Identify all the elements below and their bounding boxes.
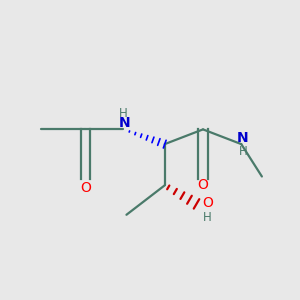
Text: H: H [118,107,127,120]
Text: N: N [237,130,249,145]
Text: O: O [80,181,91,195]
Text: N: N [119,116,131,130]
Text: H: H [203,211,212,224]
Text: H: H [238,145,247,158]
Text: O: O [202,196,213,210]
Text: O: O [198,178,208,192]
